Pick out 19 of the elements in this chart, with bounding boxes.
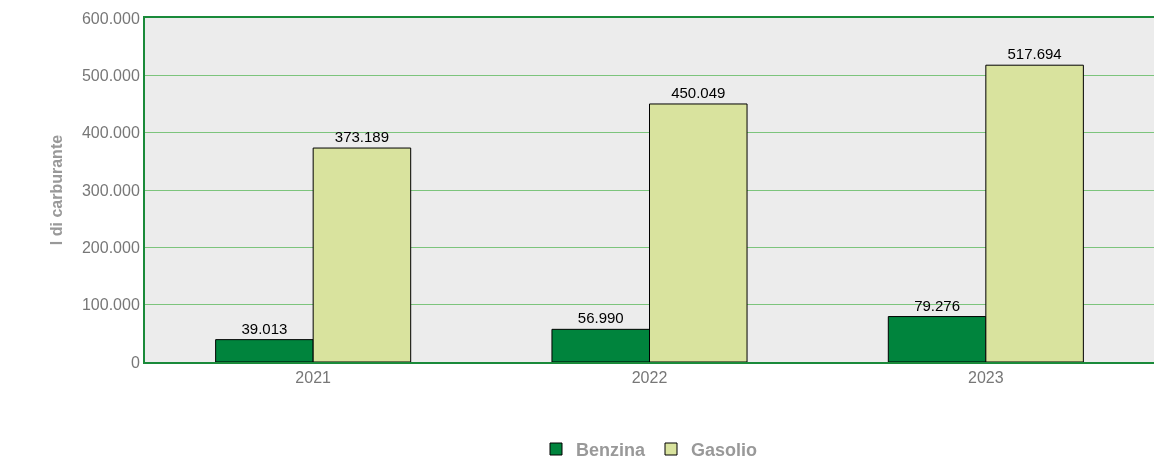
- y-tick-label: 100.000: [81, 296, 140, 314]
- data-label: 79.276: [914, 296, 961, 314]
- y-tick-label: 500.000: [81, 66, 140, 84]
- y-tick-label: 200.000: [81, 238, 140, 256]
- data-label: 517.694: [1007, 45, 1062, 63]
- y-axis-title: l di carburante: [48, 134, 66, 246]
- data-label: 450.049: [671, 83, 726, 101]
- y-tick-label: 600.000: [81, 9, 140, 27]
- legend-label: Gasolio: [691, 440, 758, 461]
- x-tick-label: 2023: [968, 369, 1004, 387]
- legend-label: Benzina: [576, 440, 646, 461]
- data-label: 39.013: [241, 319, 288, 337]
- y-tick-label: 0: [130, 353, 140, 371]
- x-tick-label: 2022: [631, 369, 668, 387]
- data-label: 373.189: [334, 128, 390, 146]
- y-tick-label: 300.000: [81, 181, 140, 199]
- x-tick-label: 2021: [295, 369, 332, 387]
- y-tick-label: 400.000: [81, 124, 140, 142]
- data-label: 56.990: [577, 309, 624, 327]
